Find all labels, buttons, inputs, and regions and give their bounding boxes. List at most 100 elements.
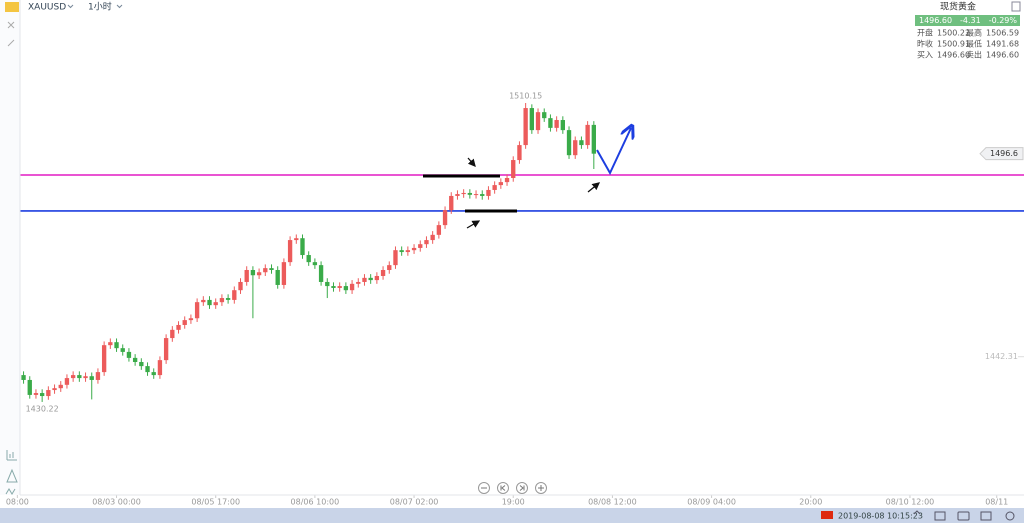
window-icon[interactable]: [934, 511, 946, 521]
candle-body: [517, 145, 522, 161]
x-tick-label: 08/11: [985, 498, 1008, 507]
candle-body: [145, 366, 150, 373]
candle-body: [219, 298, 225, 303]
quote-change-pct: -0.29%: [989, 16, 1018, 25]
interval[interactable]: 1小时: [88, 1, 112, 13]
video-icon[interactable]: [980, 511, 992, 521]
candle-body: [374, 275, 380, 281]
candle-body: [492, 185, 497, 190]
tool-icon[interactable]: [7, 39, 15, 47]
x-tick-label: 08/05 17:00: [191, 498, 240, 507]
candle-body: [287, 240, 293, 263]
candle-body: [573, 140, 578, 156]
annotation-arrow: [467, 157, 476, 167]
quote-label: 卖出: [966, 50, 982, 60]
candle-body: [318, 265, 324, 282]
candle-body: [331, 286, 336, 288]
flag-icon: [821, 511, 833, 519]
tool-icon[interactable]: [6, 450, 17, 461]
candle-body: [275, 269, 280, 285]
candle-body: [560, 120, 565, 131]
candle-body: [449, 195, 454, 211]
candle-body: [163, 338, 169, 361]
candle-body: [529, 108, 535, 131]
camera-icon[interactable]: [957, 511, 970, 521]
quote-value: 1496.60: [937, 51, 970, 60]
candle-body: [579, 140, 584, 146]
y-tick-label: 1442.31: [985, 352, 1018, 361]
candle-body: [362, 277, 367, 282]
candle-body: [83, 376, 88, 379]
x-tick-label: 08/10 12:00: [886, 498, 935, 507]
quote-change: -4.31: [960, 16, 981, 25]
settings-icon[interactable]: [1005, 511, 1015, 521]
candle-body: [176, 324, 181, 330]
candle-body: [356, 281, 361, 284]
quote-price: 1496.60: [919, 16, 952, 25]
candle-body: [399, 250, 404, 253]
candle-body: [306, 255, 311, 263]
candle-body: [523, 108, 528, 146]
candle-body: [139, 362, 144, 367]
tool-icon[interactable]: [5, 488, 16, 495]
candle-body: [170, 329, 175, 339]
candle-body: [343, 286, 349, 291]
x-tick-label: 19:00: [502, 498, 525, 507]
scroll-end[interactable]: [516, 482, 528, 494]
candle-body: [238, 281, 243, 291]
candle-body: [387, 265, 392, 270]
x-tick-label: 20:00: [799, 498, 822, 507]
candle-body: [504, 177, 510, 183]
candle-body: [455, 194, 460, 196]
x-tick-label: 08/03 00:00: [92, 498, 141, 507]
candle-body: [207, 299, 212, 306]
zoom-controls: [478, 482, 547, 494]
candle-body: [269, 268, 274, 270]
candle-body: [256, 272, 262, 276]
candle-body: [70, 375, 76, 379]
candle-body: [263, 268, 268, 273]
panel-toggle[interactable]: [1011, 1, 1021, 12]
candle-body: [418, 244, 423, 248]
candle-body: [424, 240, 429, 245]
candle-body: [294, 238, 299, 241]
candle-body: [52, 388, 57, 391]
candle-body: [380, 269, 386, 276]
candle-body: [225, 298, 231, 300]
candle-body: [151, 372, 156, 376]
annotation-arrow: [466, 220, 481, 229]
candle-body: [213, 302, 218, 306]
tool-icon[interactable]: [6, 468, 18, 483]
quote-value: 1496.60: [986, 51, 1019, 60]
left-toolbar: [0, 0, 20, 495]
x-tick-label: 08:00: [6, 498, 29, 507]
candle-body: [126, 351, 132, 358]
tool-icon[interactable]: [7, 21, 15, 29]
scroll-start[interactable]: [497, 482, 509, 494]
candle-body: [201, 299, 206, 303]
candle-body: [405, 250, 411, 253]
symbol[interactable]: XAUUSD: [28, 3, 66, 13]
x-tick-label: 08/08 12:00: [588, 498, 637, 507]
quote-title: 现货黄金: [940, 1, 976, 13]
x-tick-label: 08/09 04:00: [687, 498, 736, 507]
status-datetime: 2019-08-08 10:15:23: [838, 512, 923, 521]
candle-body: [430, 234, 435, 241]
quote-label: 昨收: [917, 39, 933, 49]
quote-value: 1491.68: [986, 40, 1019, 49]
candle-body: [473, 194, 479, 196]
candle-body: [33, 393, 39, 395]
candle-body: [250, 269, 256, 276]
candle-body: [548, 118, 553, 128]
candle-body: [591, 124, 596, 154]
candle-body: [101, 345, 107, 373]
candle-body: [442, 210, 448, 226]
candle-body: [585, 124, 590, 146]
candle-body: [436, 225, 442, 235]
candle-body: [46, 390, 51, 397]
quote-label: 最低: [966, 39, 982, 49]
candle-body: [461, 192, 466, 195]
quote-value: 1500.91: [937, 40, 970, 49]
